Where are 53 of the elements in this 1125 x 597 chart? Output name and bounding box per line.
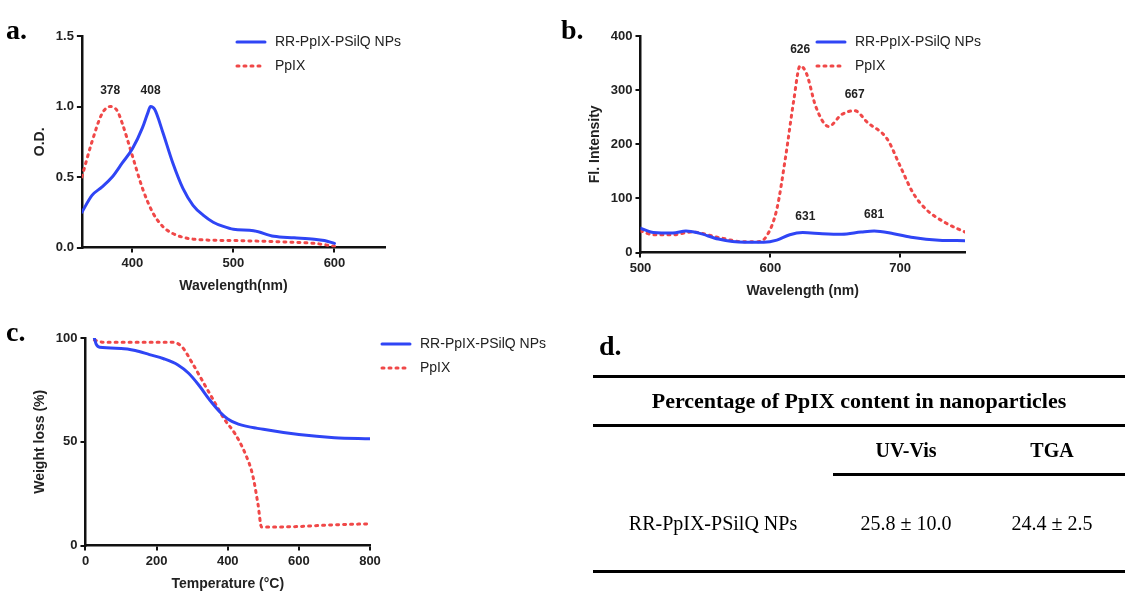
- legend-label: PpIX: [854, 56, 886, 73]
- y-tick-label: 0.0: [55, 239, 74, 255]
- x-axis-title: Temperature (°C): [171, 575, 285, 592]
- line-series: [92, 338, 370, 441]
- legend-label: RR-PpIX-PSilQ NPs: [274, 32, 402, 49]
- annotation: 408: [140, 82, 161, 97]
- text: d.: [599, 330, 622, 362]
- text: 24.4 ± 2.5: [1010, 511, 1094, 535]
- y-axis-title: Weight loss (%): [31, 389, 48, 494]
- legend-label: RR-PpIX-PSilQ NPs: [854, 32, 982, 49]
- x-tick-label: 500: [222, 254, 245, 270]
- text: TGA: [1029, 438, 1075, 462]
- x-tick-label: 400: [121, 254, 144, 270]
- y-tick-label: 100: [610, 190, 633, 206]
- y-tick-label: 0: [625, 244, 633, 260]
- text: a.: [6, 14, 27, 46]
- x-tick-label: 600: [288, 552, 310, 568]
- annotation: 378: [100, 82, 121, 97]
- y-tick-label: 400: [610, 27, 633, 43]
- text: UV-Vis: [874, 438, 938, 462]
- x-tick-label: 700: [889, 259, 911, 275]
- y-axis-title: Fl. Intensity: [586, 105, 603, 184]
- y-tick-label: 300: [610, 81, 633, 97]
- text: b.: [561, 14, 584, 46]
- annotation: 681: [864, 207, 885, 222]
- y-tick-label: 0.5: [55, 168, 74, 184]
- x-tick-label: 400: [216, 552, 239, 568]
- y-tick-label: 50: [63, 433, 78, 449]
- y-tick-label: 200: [610, 135, 633, 151]
- x-tick-label: 600: [323, 254, 346, 270]
- text: c.: [6, 316, 26, 348]
- x-axis-title: Wavelength(nm): [179, 277, 288, 294]
- annotation: 626: [790, 42, 811, 57]
- text: RR-PpIX-PSilQ NPs: [627, 511, 799, 535]
- annotation: 631: [795, 208, 816, 223]
- x-tick-label: 500: [629, 259, 652, 275]
- y-tick-label: 0: [70, 537, 78, 553]
- y-tick-label: 1.5: [55, 27, 74, 43]
- y-tick-label: 100: [55, 329, 78, 345]
- x-tick-label: 800: [359, 552, 381, 568]
- legend-label: PpIX: [274, 56, 306, 73]
- y-tick-label: 1.0: [55, 98, 74, 114]
- annotation: 667: [844, 87, 865, 102]
- x-tick-label: 200: [145, 552, 168, 568]
- legend-label: RR-PpIX-PSilQ NPs: [420, 334, 547, 351]
- text: Percentage of PpIX content in nanoparticles: [593, 375, 1125, 427]
- text: 25.8 ± 10.0: [859, 511, 953, 535]
- line-series: [640, 226, 965, 244]
- x-axis-title: Wavelength (nm): [746, 282, 859, 299]
- legend-label: PpIX: [420, 358, 452, 375]
- x-tick-label: 0: [81, 552, 90, 568]
- x-tick-label: 600: [759, 259, 782, 275]
- y-axis-title: O.D.: [31, 127, 48, 157]
